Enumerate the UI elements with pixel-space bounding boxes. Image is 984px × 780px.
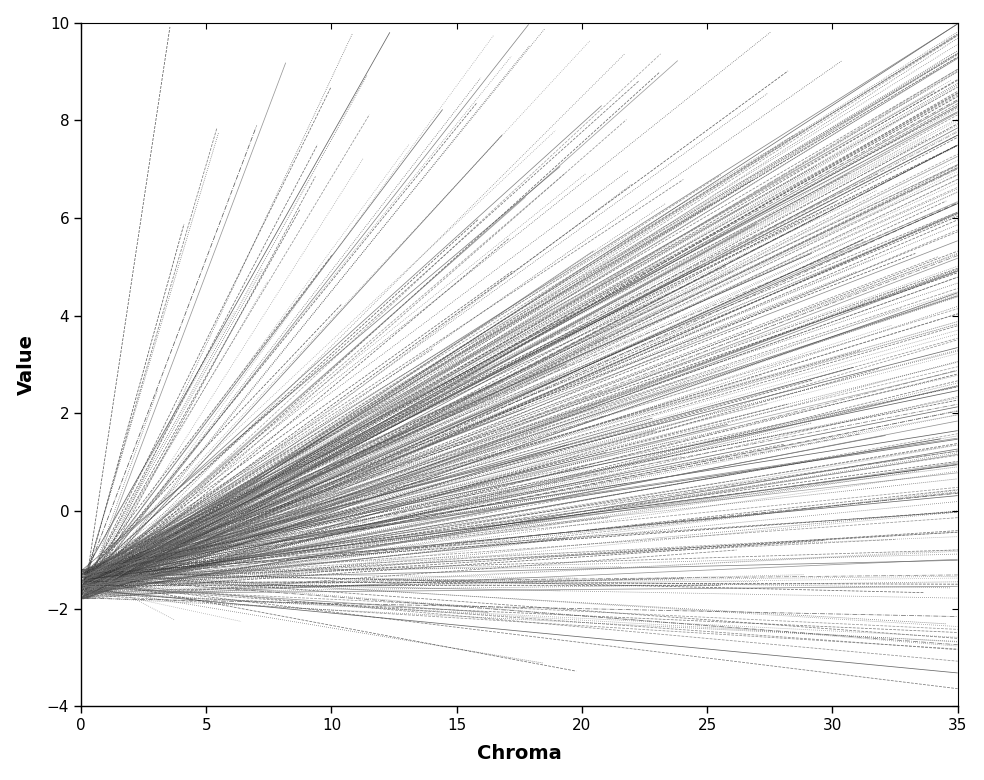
Y-axis label: Value: Value	[17, 334, 35, 395]
X-axis label: Chroma: Chroma	[477, 744, 562, 764]
